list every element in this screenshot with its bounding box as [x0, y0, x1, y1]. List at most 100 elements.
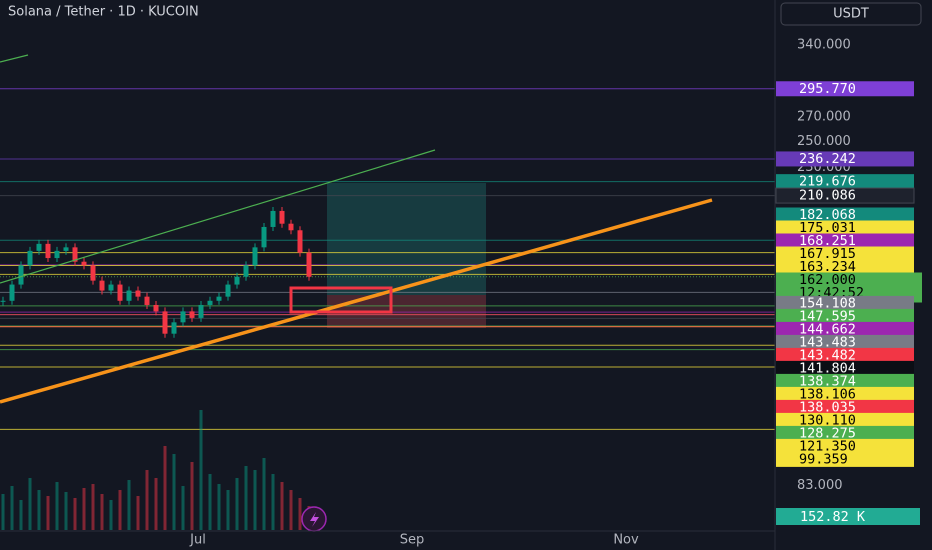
price-tag: [776, 321, 914, 337]
volume-bar: [298, 498, 302, 530]
volume-tag: [776, 508, 920, 525]
volume-bar: [127, 480, 131, 530]
candle-body: [171, 322, 177, 334]
price-tag-text: 154.108: [799, 295, 856, 311]
price-tag-text: 167.915: [799, 246, 856, 262]
price-tag: [776, 412, 914, 428]
price-tag-text: 236.242: [799, 151, 856, 167]
price-tag-text: 144.662: [799, 321, 856, 337]
price-tag-text: 143.483: [799, 334, 856, 350]
price-tag-text: 168.251: [799, 233, 856, 249]
price-tag: [776, 308, 914, 324]
price-tag-text: 147.595: [799, 308, 856, 324]
price-tag-text: 210.086: [799, 188, 856, 204]
candle-body: [261, 226, 267, 248]
candle-body: [207, 300, 213, 305]
volume-bar: [109, 500, 113, 530]
replay-icon: [310, 512, 319, 527]
volume-bar: [100, 494, 104, 530]
x-tick-label: Nov: [613, 533, 639, 548]
volume-bar: [82, 488, 86, 530]
candle-body: [135, 290, 141, 297]
price-tag: [776, 347, 914, 363]
y-tick-label: 250.000: [797, 134, 851, 149]
currency-label: USDT: [833, 7, 869, 22]
price-tag: [776, 399, 914, 415]
price-tag-text: 175.031: [799, 220, 856, 236]
volume-bar: [136, 496, 140, 530]
price-tag-text: 162.000: [799, 272, 856, 288]
volume-bar: [217, 484, 221, 530]
price-tag: [776, 259, 914, 275]
candle-body: [225, 284, 231, 297]
price-tag: [776, 233, 914, 249]
volume-bar: [199, 410, 203, 530]
channel-line: [0, 54, 29, 63]
price-tag: [776, 246, 914, 262]
price-tag: [775, 187, 915, 204]
price-tag: [776, 334, 914, 350]
price-tag: [776, 438, 914, 454]
candle-body: [0, 300, 6, 302]
candle-body: [162, 311, 168, 334]
candle-body: [99, 280, 105, 291]
volume-bar: [64, 492, 68, 530]
candle-body: [234, 276, 240, 285]
candle-body: [81, 261, 87, 266]
volume-bar: [235, 478, 239, 530]
price-tag-text: 138.374: [799, 373, 856, 389]
y-tick-label: 340.000: [797, 38, 851, 53]
volume-bar: [244, 466, 248, 530]
trend-line: [0, 198, 713, 404]
candle-body: [9, 284, 15, 301]
volume-bar: [163, 446, 167, 530]
candle-body: [108, 284, 114, 291]
price-tag-text: 99.359: [799, 451, 848, 467]
volume-bar: [28, 478, 32, 530]
x-tick-label: Sep: [400, 533, 425, 548]
candle-body: [297, 230, 303, 253]
price-tag-text: 138.035: [799, 399, 856, 415]
volume-bar: [172, 454, 176, 530]
candle-body: [27, 250, 33, 266]
candle-body: [117, 284, 123, 301]
candle-body: [72, 247, 78, 262]
volume-bar: [271, 474, 275, 530]
candle-body: [270, 210, 276, 227]
volume-bar: [37, 490, 41, 530]
candle-body: [189, 311, 195, 318]
volume-bar: [262, 458, 266, 530]
price-tag: [776, 81, 914, 97]
price-tag-text: 295.770: [799, 81, 856, 97]
volume-bar: [55, 482, 59, 530]
price-tag-text: 163.234: [799, 259, 856, 275]
volume-bar: [190, 462, 194, 530]
price-tag-text: 128.275: [799, 425, 856, 441]
price-tag-text: 130.110: [799, 412, 856, 428]
volume-tag-text: 152.82 K: [800, 509, 866, 525]
price-tag-text: 143.482: [799, 347, 856, 363]
volume-bar: [91, 484, 95, 530]
candle-body: [54, 250, 60, 259]
candle-body: [63, 247, 69, 251]
volume-layer: [1, 410, 311, 530]
candle-layer: [0, 206, 312, 338]
price-tag: [776, 451, 914, 467]
y-tick-label: 83.000: [797, 478, 843, 493]
candle-body: [144, 296, 150, 305]
candle-body: [45, 243, 51, 259]
candle-body: [36, 243, 42, 251]
currency-button[interactable]: [780, 2, 922, 26]
price-tag: [776, 220, 914, 236]
volume-bar: [19, 500, 23, 530]
volume-bar: [289, 490, 293, 530]
price-tag: [776, 386, 914, 402]
candle-body: [153, 304, 159, 312]
price-tag: [776, 360, 914, 376]
volume-bar: [1, 494, 5, 530]
volume-bar: [73, 498, 77, 530]
candle-body: [180, 311, 186, 323]
volume-bar: [253, 470, 257, 530]
